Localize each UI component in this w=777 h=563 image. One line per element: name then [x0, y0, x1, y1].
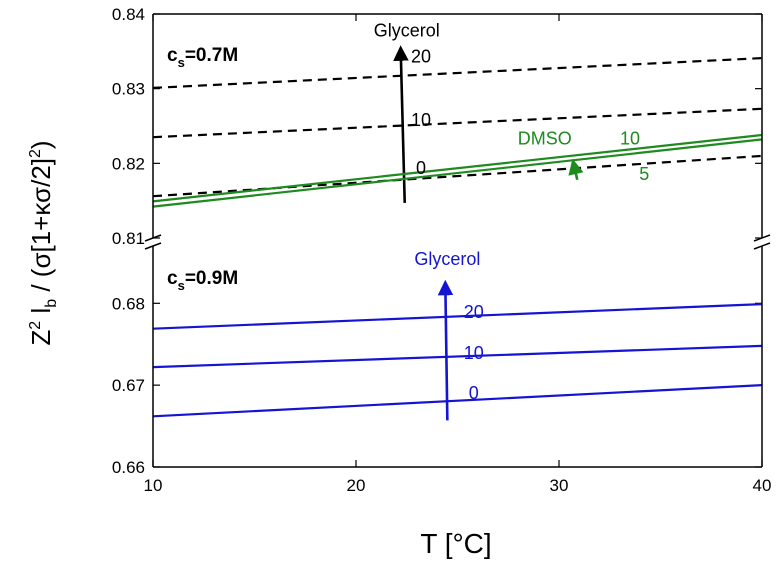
annotation-bottom-3: 0	[469, 383, 479, 403]
x-tick-label-2: 30	[550, 476, 569, 495]
plot-layer: 0.81 0.82 0.83 0.84 Glycerol 20 10 0 DMSO 10 5 0.66…	[112, 5, 772, 495]
annotation-top-4: DMSO	[518, 129, 572, 149]
series-line-top-glycerol-10	[152, 107, 763, 139]
y-tick-label-bottom-0: 0.66	[112, 458, 145, 477]
y-axis-title: Z2 lb / (σ[1+κσ/2]2)	[26, 140, 60, 345]
y-tick-label-top-2: 0.83	[112, 80, 145, 99]
annotation-top-1: 20	[411, 47, 431, 67]
annotation-bottom-2: 10	[464, 343, 484, 363]
axis-break-mark-lower-0	[144, 242, 162, 250]
y-tick-label-top-1: 0.82	[112, 154, 145, 173]
annotation-bottom-0: Glycerol	[414, 249, 480, 269]
x-axis-title: T [°C]	[420, 528, 491, 559]
series-line-bottom-glycerol-0	[152, 384, 763, 418]
y-tick-label-bottom-2: 0.68	[112, 294, 145, 313]
y-tick-label-top-3: 0.84	[112, 5, 145, 24]
series-line-top-glycerol-0	[152, 154, 763, 198]
series-line-bottom-glycerol-10	[152, 344, 763, 369]
annotation-top-2: 10	[411, 110, 431, 130]
series-line-top-dmso-10	[152, 133, 763, 203]
series-line-top-glycerol-20	[152, 57, 763, 89]
series-line-top-dmso-5	[152, 138, 763, 208]
panel-label-top: cs=0.7M	[167, 45, 238, 70]
x-tick-label-0: 10	[144, 476, 163, 495]
annotation-top-3: 0	[416, 158, 426, 178]
panel-label-bottom: cs=0.9M	[167, 268, 238, 293]
arrow-top-dmso	[568, 158, 584, 181]
annotation-top-6: 5	[639, 164, 649, 184]
arrow-top-glycerol	[393, 45, 409, 203]
x-tick-label-3: 40	[753, 476, 772, 495]
axis-break-mark-upper-0	[144, 234, 162, 242]
annotation-top-5: 10	[620, 129, 640, 149]
annotation-bottom-1: 20	[464, 302, 484, 322]
y-tick-label-top-0: 0.81	[112, 229, 145, 248]
annotation-top-0: Glycerol	[374, 20, 440, 40]
axis-break-mark-lower-1	[753, 242, 771, 250]
arrow-bottom-glycerol	[437, 279, 454, 421]
series-line-bottom-glycerol-20	[152, 303, 763, 330]
axis-break-mark-upper-1	[753, 234, 771, 242]
x-tick-label-1: 20	[347, 476, 366, 495]
y-tick-label-bottom-1: 0.67	[112, 376, 145, 395]
